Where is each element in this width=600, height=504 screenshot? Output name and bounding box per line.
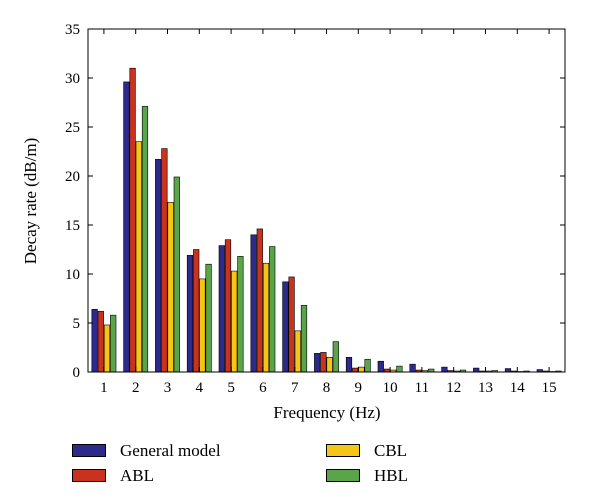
- bar-hbl-10: [396, 365, 403, 373]
- y-axis-label: Decay rate (dB/m): [21, 138, 40, 265]
- y-tick-label: 5: [73, 316, 81, 332]
- bar-abl-2: [129, 67, 136, 373]
- bar-general-model-2: [123, 81, 130, 373]
- bar-general-model-6: [250, 234, 257, 373]
- bar-general-model-14: [504, 368, 512, 373]
- y-tick-label: 35: [65, 22, 80, 38]
- x-tick-label: 9: [355, 380, 363, 396]
- bar-general-model-5: [218, 245, 225, 373]
- bar-cbl-1: [103, 324, 111, 373]
- x-tick-label: 13: [478, 380, 493, 396]
- x-tick-label: 12: [446, 380, 461, 396]
- bar-abl-8: [320, 352, 327, 373]
- bar-hbl-6: [269, 246, 276, 373]
- x-axis-label: Frequency (Hz): [273, 403, 380, 422]
- bar-cbl-3: [167, 202, 174, 373]
- y-tick-label: 0: [73, 365, 81, 381]
- bar-cbl-2: [135, 141, 142, 373]
- x-tick-label: 4: [196, 380, 204, 396]
- x-tick-label: 14: [510, 380, 526, 396]
- bar-cbl-5: [231, 270, 238, 373]
- y-tick-label: 30: [65, 71, 80, 87]
- x-tick-label: 7: [291, 380, 299, 396]
- bar-abl-5: [224, 239, 232, 373]
- bar-general-model-9: [345, 356, 353, 373]
- bar-cbl-7: [294, 330, 301, 373]
- bar-hbl-3: [173, 176, 180, 373]
- bar-general-model-1: [91, 308, 98, 373]
- bar-general-model-11: [409, 363, 416, 373]
- bar-hbl-9: [364, 358, 371, 373]
- bar-hbl-1: [110, 314, 117, 373]
- bar-abl-3: [161, 148, 168, 373]
- x-tick-label: 3: [164, 380, 172, 396]
- bar-general-model-8: [314, 353, 321, 373]
- y-tick-label: 20: [65, 169, 80, 185]
- bar-general-model-12: [441, 366, 448, 373]
- x-tick-label: 2: [132, 380, 140, 396]
- bar-hbl-4: [205, 263, 212, 373]
- bar-hbl-5: [237, 256, 244, 373]
- bar-general-model-7: [282, 281, 289, 373]
- bar-cbl-6: [262, 262, 270, 373]
- x-tick-label: 10: [383, 380, 398, 396]
- x-tick-label: 6: [259, 380, 267, 396]
- bar-general-model-10: [377, 360, 384, 373]
- bar-cbl-8: [326, 356, 333, 373]
- x-tick-label: 11: [415, 380, 429, 396]
- bar-general-model-4: [186, 255, 194, 373]
- y-tick-label: 15: [65, 218, 80, 234]
- bar-abl-9: [352, 367, 359, 373]
- bar-general-model-3: [155, 159, 162, 373]
- bar-abl-1: [97, 310, 104, 373]
- x-tick-label: 1: [100, 380, 108, 396]
- bar-cbl-9: [358, 366, 365, 373]
- bars-group: [91, 67, 562, 373]
- x-tick-label: 15: [542, 380, 557, 396]
- y-tick-label: 10: [65, 267, 80, 283]
- bar-hbl-7: [300, 305, 308, 373]
- bar-general-model-13: [473, 367, 480, 373]
- x-tick-label: 5: [227, 380, 235, 396]
- bar-abl-6: [256, 228, 263, 373]
- bar-cbl-4: [199, 278, 206, 373]
- bar-abl-7: [288, 276, 295, 373]
- bar-hbl-2: [141, 106, 149, 373]
- x-tick-label: 8: [323, 380, 331, 396]
- bar-hbl-8: [332, 341, 339, 373]
- y-tick-label: 25: [65, 120, 80, 136]
- bar-abl-4: [193, 249, 200, 373]
